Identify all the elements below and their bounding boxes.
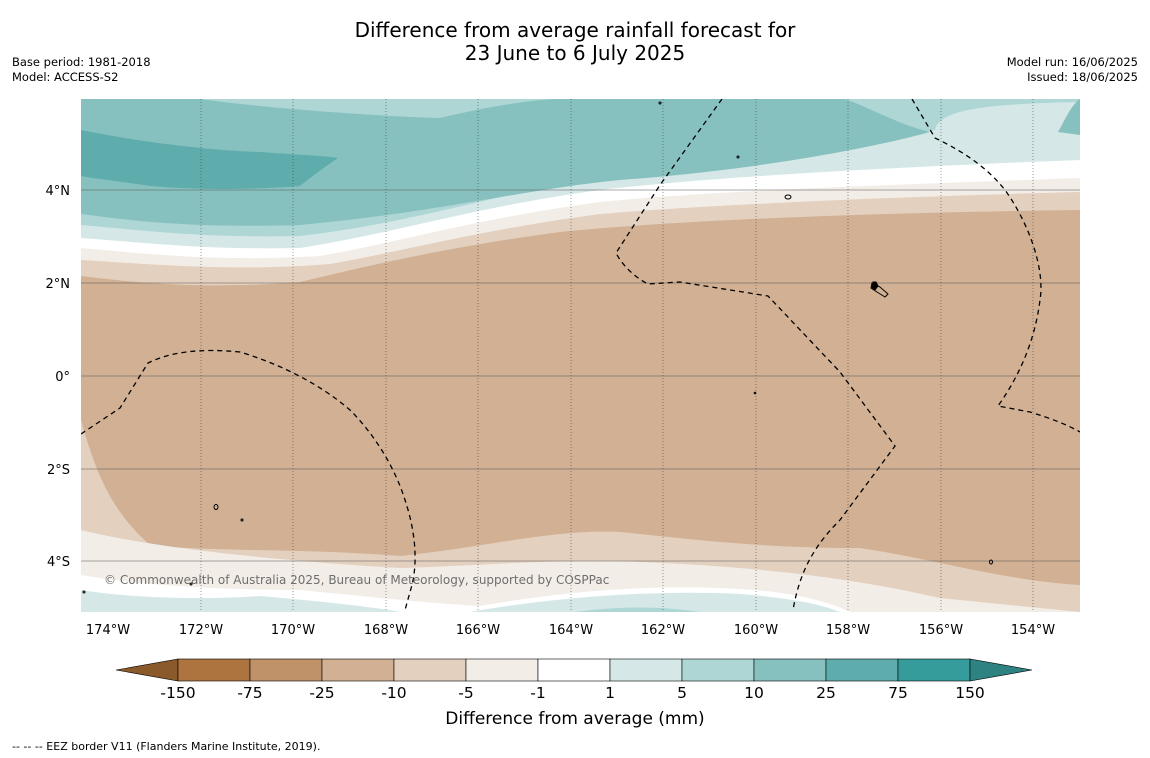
island-feature — [784, 194, 792, 200]
model-run: Model run: 16/06/2025 — [1006, 55, 1138, 69]
colorbar-tick-label: 1 — [605, 684, 615, 702]
anomaly-band-minus5-minus1-south — [81, 530, 1080, 612]
lon-label: 164°W — [549, 623, 593, 638]
anomaly-band-10-25-northeast — [1058, 99, 1080, 135]
base-period: Base period: 1981-2018 — [12, 55, 151, 69]
colorbar-tick-label: 150 — [955, 684, 985, 702]
island-feature — [213, 504, 219, 510]
eez-border-west — [81, 349, 416, 611]
island-feature — [82, 590, 86, 594]
title-line-2: 23 June to 6 July 2025 — [464, 41, 686, 65]
copyright-text: © Commonwealth of Australia 2025, Bureau… — [104, 573, 609, 587]
island-feature — [871, 281, 879, 291]
map-gridlines — [81, 99, 1080, 612]
island-feature — [753, 391, 757, 395]
title-line-1: Difference from average rainfall forecas… — [354, 18, 796, 42]
colorbar: -150 -75 -25 -10 -5 -1 1 5 10 25 75 150 — [115, 658, 1033, 702]
island-feature — [240, 518, 244, 522]
lon-label: 174°W — [86, 623, 130, 638]
eez-border-central — [615, 99, 896, 611]
colorbar-tick-label: -150 — [160, 684, 195, 702]
islands — [82, 101, 993, 594]
lon-label: 156°W — [919, 623, 963, 638]
anomaly-band-10-25-north — [81, 99, 930, 226]
colorbar-tick-label: 25 — [816, 684, 836, 702]
rainfall-map — [81, 99, 1080, 612]
colorbar-tick-label: -75 — [237, 684, 262, 702]
colorbar-tick-label: 75 — [888, 684, 908, 702]
colorbar-bin — [825, 658, 899, 682]
lat-labels: 4°N 2°N 0° 2°S 4°S — [46, 184, 71, 570]
colorbar-bin — [681, 658, 755, 682]
lat-label: 2°N — [46, 277, 71, 292]
colorbar-tick-label: 10 — [744, 684, 764, 702]
island-feature — [989, 559, 993, 565]
lat-label: 2°S — [47, 463, 70, 478]
lon-label: 166°W — [456, 623, 500, 638]
colorbar-tick-label: 5 — [677, 684, 687, 702]
lon-label: 160°W — [734, 623, 778, 638]
colorbar-bin — [897, 658, 971, 682]
island-feature — [189, 582, 193, 586]
meta-left: Base period: 1981-2018 Model: ACCESS-S2 — [12, 55, 151, 85]
colorbar-bin — [249, 658, 323, 682]
lon-label: 154°W — [1011, 623, 1055, 638]
meta-right: Model run: 16/06/2025 Issued: 18/06/2025 — [1007, 55, 1138, 85]
lon-label: 168°W — [364, 623, 408, 638]
lon-label: 162°W — [641, 623, 685, 638]
colorbar-bin — [609, 658, 683, 682]
colorbar-extend-low — [115, 658, 179, 682]
eez-borders — [81, 99, 1080, 611]
colorbar-bin — [321, 658, 395, 682]
colorbar-bin — [177, 658, 251, 682]
colorbar-bin — [537, 658, 611, 682]
issued-date: Issued: 18/06/2025 — [1027, 70, 1138, 84]
eez-border-east — [911, 99, 1080, 433]
colorbar-tick-label: -25 — [309, 684, 334, 702]
eez-footnote: -- -- -- EEZ border V11 (Flanders Marine… — [12, 740, 321, 753]
colorbar-bin — [465, 658, 539, 682]
lat-label: 4°N — [46, 184, 71, 199]
colorbar-bin — [753, 658, 827, 682]
anomaly-band-5-10-south — [575, 607, 700, 612]
lon-labels: 174°W 172°W 170°W 168°W 166°W 164°W 162°… — [86, 623, 1055, 638]
lat-label: 4°S — [47, 555, 70, 570]
anomaly-band-25-75-north — [81, 130, 338, 189]
lat-label: 0° — [55, 370, 70, 385]
colorbar-tick-label: -10 — [381, 684, 406, 702]
lon-label: 158°W — [826, 623, 870, 638]
lon-label: 170°W — [271, 623, 315, 638]
chart-title: Difference from average rainfall forecas… — [0, 19, 1150, 65]
colorbar-title: Difference from average (mm) — [445, 709, 705, 729]
lon-label: 172°W — [179, 623, 223, 638]
island-feature — [658, 101, 662, 105]
colorbar-bin — [393, 658, 467, 682]
island-feature — [736, 155, 740, 159]
model-name: Model: ACCESS-S2 — [12, 70, 119, 84]
anomaly-band-1-5-south — [81, 590, 400, 612]
island-feature — [870, 282, 889, 298]
anomaly-band-1-5-south-east — [470, 592, 840, 612]
colorbar-tick-label: -1 — [530, 684, 545, 702]
colorbar-extend-high — [969, 658, 1033, 682]
colorbar-tick-label: -5 — [458, 684, 473, 702]
